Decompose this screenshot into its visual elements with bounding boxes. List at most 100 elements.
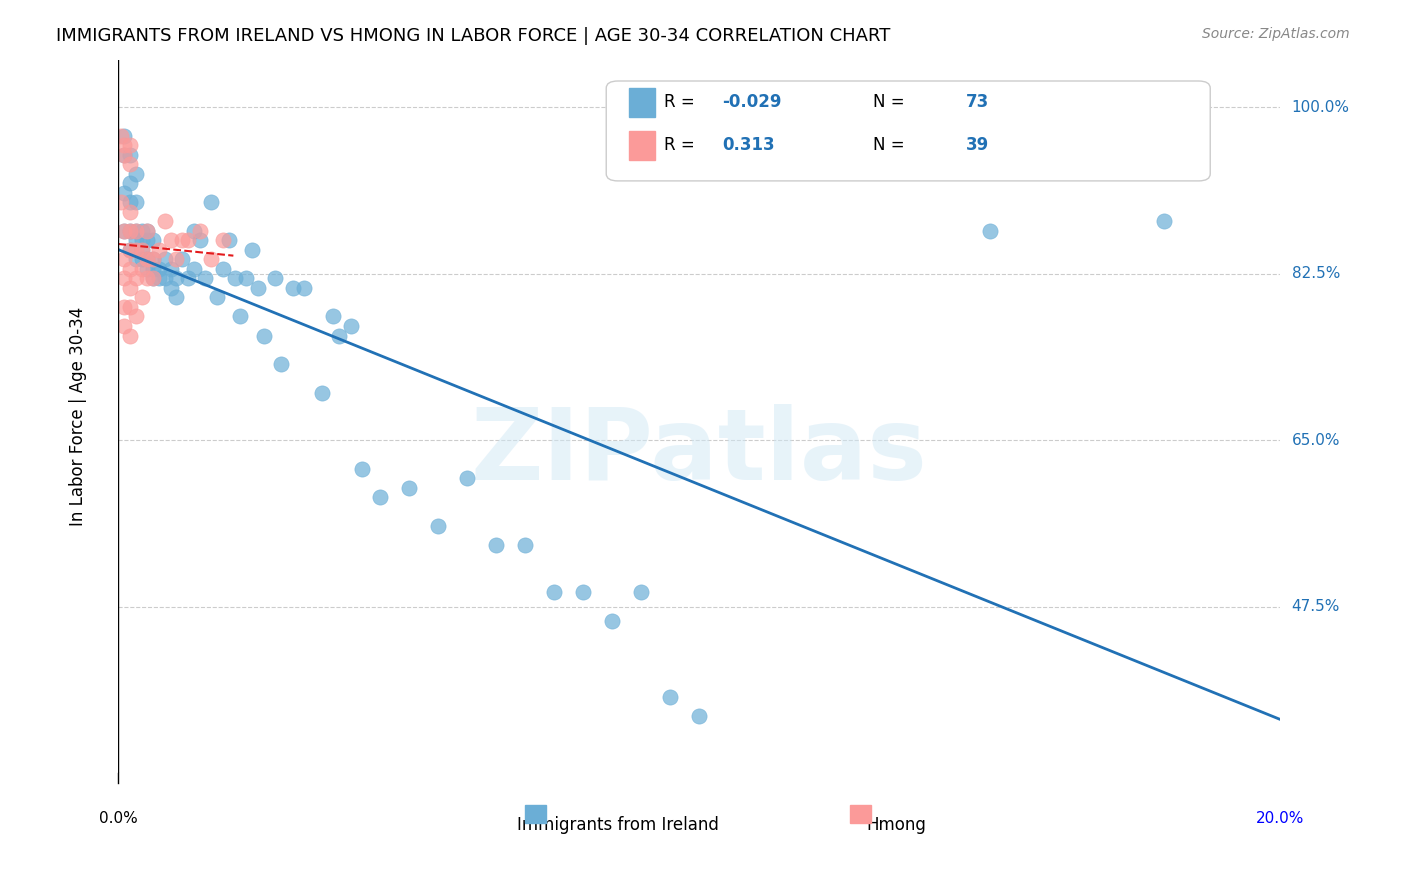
Point (110, 128, 132, 143)
Point (188, 224, 211, 238)
Point (118, 224, 141, 238)
Text: 65.0%: 65.0% (1292, 433, 1340, 448)
Point (118, 243, 141, 257)
Point (112, 300, 135, 314)
Point (110, 195, 132, 210)
Point (125, 271, 148, 285)
Point (398, 481, 420, 495)
Text: Immigrants from Ireland: Immigrants from Ireland (517, 816, 718, 834)
Point (118, 224, 141, 238)
Point (572, 585, 595, 599)
Point (142, 271, 165, 285)
Point (125, 310, 148, 324)
Point (131, 243, 153, 257)
Point (281, 281, 304, 295)
Point (513, 538, 536, 552)
Text: R =: R = (664, 136, 700, 154)
Text: Source: ZipAtlas.com: Source: ZipAtlas.com (1202, 27, 1350, 41)
Point (172, 233, 194, 247)
Point (125, 243, 148, 257)
Text: 20.0%: 20.0% (1256, 811, 1305, 826)
Text: -0.029: -0.029 (723, 94, 782, 112)
FancyBboxPatch shape (630, 88, 655, 117)
Point (136, 271, 159, 285)
Point (200, 195, 222, 210)
Point (159, 233, 181, 247)
Point (252, 328, 274, 343)
Point (131, 290, 153, 304)
Point (205, 290, 228, 304)
Point (148, 271, 170, 285)
Point (118, 138, 141, 153)
Point (159, 261, 181, 276)
Point (188, 233, 211, 247)
Point (159, 281, 181, 295)
Point (142, 252, 165, 267)
Point (153, 252, 176, 267)
Point (125, 224, 148, 238)
Point (1153, 214, 1175, 228)
Point (125, 252, 148, 267)
Point (131, 252, 153, 267)
Text: 100.0%: 100.0% (1292, 100, 1350, 115)
Point (131, 243, 153, 257)
Point (131, 261, 153, 276)
Point (112, 128, 135, 143)
Point (485, 538, 508, 552)
Point (311, 385, 333, 400)
Point (131, 233, 153, 247)
Point (148, 261, 170, 276)
Point (125, 233, 148, 247)
Point (328, 328, 350, 343)
Point (125, 167, 148, 181)
Point (112, 224, 135, 238)
Text: 39: 39 (966, 136, 990, 154)
Point (112, 147, 135, 161)
Point (136, 224, 159, 238)
Point (136, 252, 159, 267)
Point (456, 471, 478, 485)
Point (177, 233, 200, 247)
Text: 0.0%: 0.0% (98, 811, 138, 826)
Point (200, 252, 222, 267)
Point (142, 233, 165, 247)
Point (112, 224, 135, 238)
Point (136, 233, 159, 247)
Point (118, 176, 141, 190)
Text: 47.5%: 47.5% (1292, 599, 1340, 615)
Point (112, 252, 135, 267)
Point (212, 233, 235, 247)
Point (118, 204, 141, 219)
Text: Hmong: Hmong (866, 816, 927, 834)
FancyBboxPatch shape (630, 131, 655, 160)
Point (183, 261, 205, 276)
Point (118, 243, 141, 257)
Point (240, 243, 263, 257)
Point (368, 490, 391, 504)
Point (153, 271, 176, 285)
Point (118, 195, 141, 210)
Point (125, 195, 148, 210)
Point (136, 261, 159, 276)
Point (264, 271, 287, 285)
Point (118, 328, 141, 343)
Point (270, 357, 292, 371)
Point (125, 224, 148, 238)
Point (183, 224, 205, 238)
Point (112, 271, 135, 285)
Text: ZIPatlas: ZIPatlas (471, 403, 928, 500)
Point (118, 281, 141, 295)
Text: R =: R = (664, 94, 700, 112)
Point (166, 271, 188, 285)
Point (177, 271, 200, 285)
Point (322, 310, 344, 324)
Point (118, 300, 141, 314)
Point (339, 318, 361, 333)
Point (131, 224, 153, 238)
Point (630, 585, 652, 599)
Point (688, 709, 710, 723)
Text: N =: N = (873, 94, 910, 112)
Point (235, 271, 257, 285)
Point (118, 157, 141, 171)
Text: 73: 73 (966, 94, 990, 112)
